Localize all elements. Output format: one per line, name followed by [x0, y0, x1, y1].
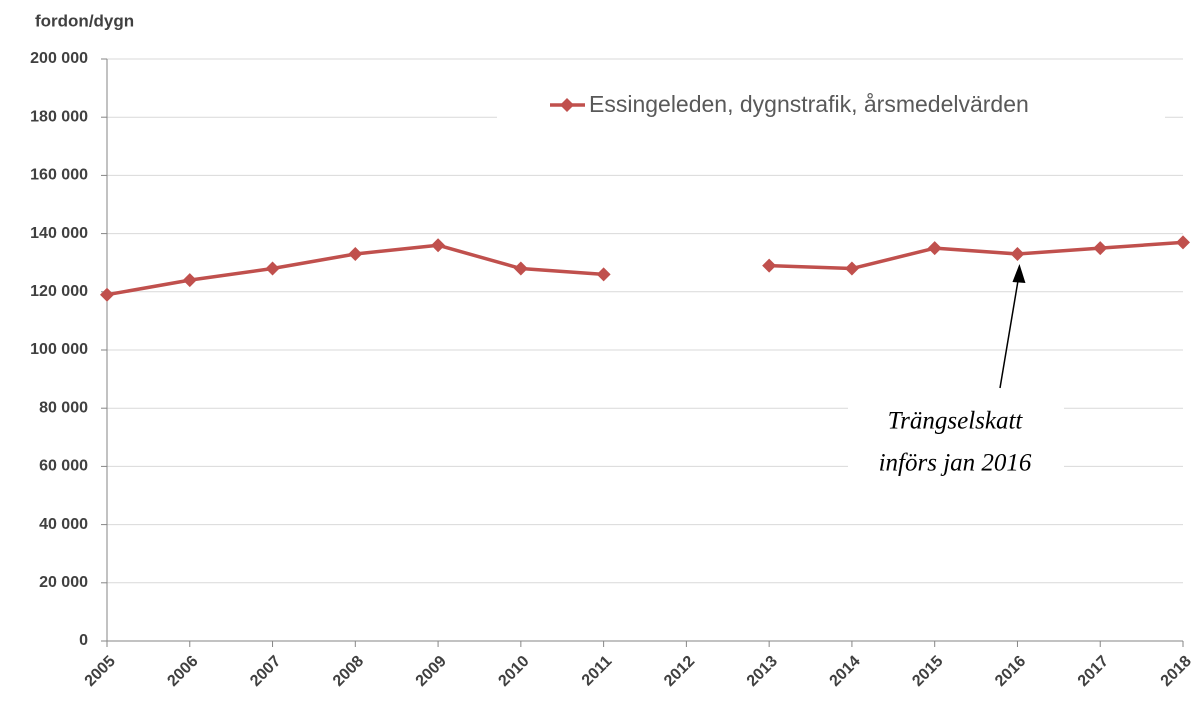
- x-tick-label: 2009: [413, 653, 450, 690]
- marker: [431, 238, 446, 253]
- x-tick-label: 2008: [330, 653, 367, 690]
- x-tick-label: 2010: [495, 653, 532, 690]
- annotation-arrowhead: [1012, 263, 1026, 283]
- y-tick-label: 20 000: [39, 574, 88, 591]
- annotation-text: Trängselskatt: [888, 408, 1024, 435]
- x-tick-label: 2016: [992, 653, 1029, 690]
- series-line: [769, 240, 1184, 271]
- marker: [513, 261, 528, 276]
- x-tick-label: 2012: [661, 653, 698, 690]
- x-tick-label: 2006: [164, 653, 201, 690]
- legend-marker: [560, 98, 574, 112]
- legend-background: [497, 88, 1165, 124]
- y-tick-label: 120 000: [30, 283, 88, 300]
- y-tick-label: 200 000: [30, 50, 88, 67]
- annotation-background: [848, 398, 1064, 490]
- annotation-arrow: [999, 277, 1020, 389]
- marker: [182, 273, 197, 288]
- y-tick-label: 0: [79, 632, 88, 649]
- marker: [844, 261, 859, 276]
- y-tick-label: 40 000: [39, 516, 88, 533]
- annotation-text: införs jan 2016: [879, 450, 1032, 477]
- x-tick-label: 2014: [827, 653, 864, 690]
- y-axis-label: fordon/dygn: [35, 11, 134, 30]
- x-tick-label: 2017: [1075, 653, 1112, 690]
- marker: [762, 258, 777, 273]
- y-tick-label: 80 000: [39, 399, 88, 416]
- marker: [348, 246, 363, 261]
- marker: [1093, 241, 1108, 256]
- x-tick-label: 2018: [1158, 653, 1195, 690]
- y-tick-label: 60 000: [39, 458, 88, 475]
- marker: [927, 241, 942, 256]
- x-tick-label: 2005: [82, 653, 119, 690]
- y-tick-label: 140 000: [30, 225, 88, 242]
- marker: [596, 267, 611, 282]
- legend-label: Essingeleden, dygnstrafik, årsmedelvärde…: [589, 91, 1029, 117]
- x-tick-label: 2007: [247, 653, 284, 690]
- x-tick-label: 2011: [579, 653, 616, 690]
- x-tick-label: 2013: [744, 653, 781, 690]
- marker: [1010, 246, 1025, 261]
- y-tick-label: 160 000: [30, 167, 88, 184]
- y-tick-label: 100 000: [30, 341, 88, 358]
- x-tick-label: 2015: [909, 653, 946, 690]
- marker: [265, 261, 280, 276]
- y-tick-label: 180 000: [30, 108, 88, 125]
- marker: [100, 287, 114, 302]
- marker: [1176, 235, 1190, 250]
